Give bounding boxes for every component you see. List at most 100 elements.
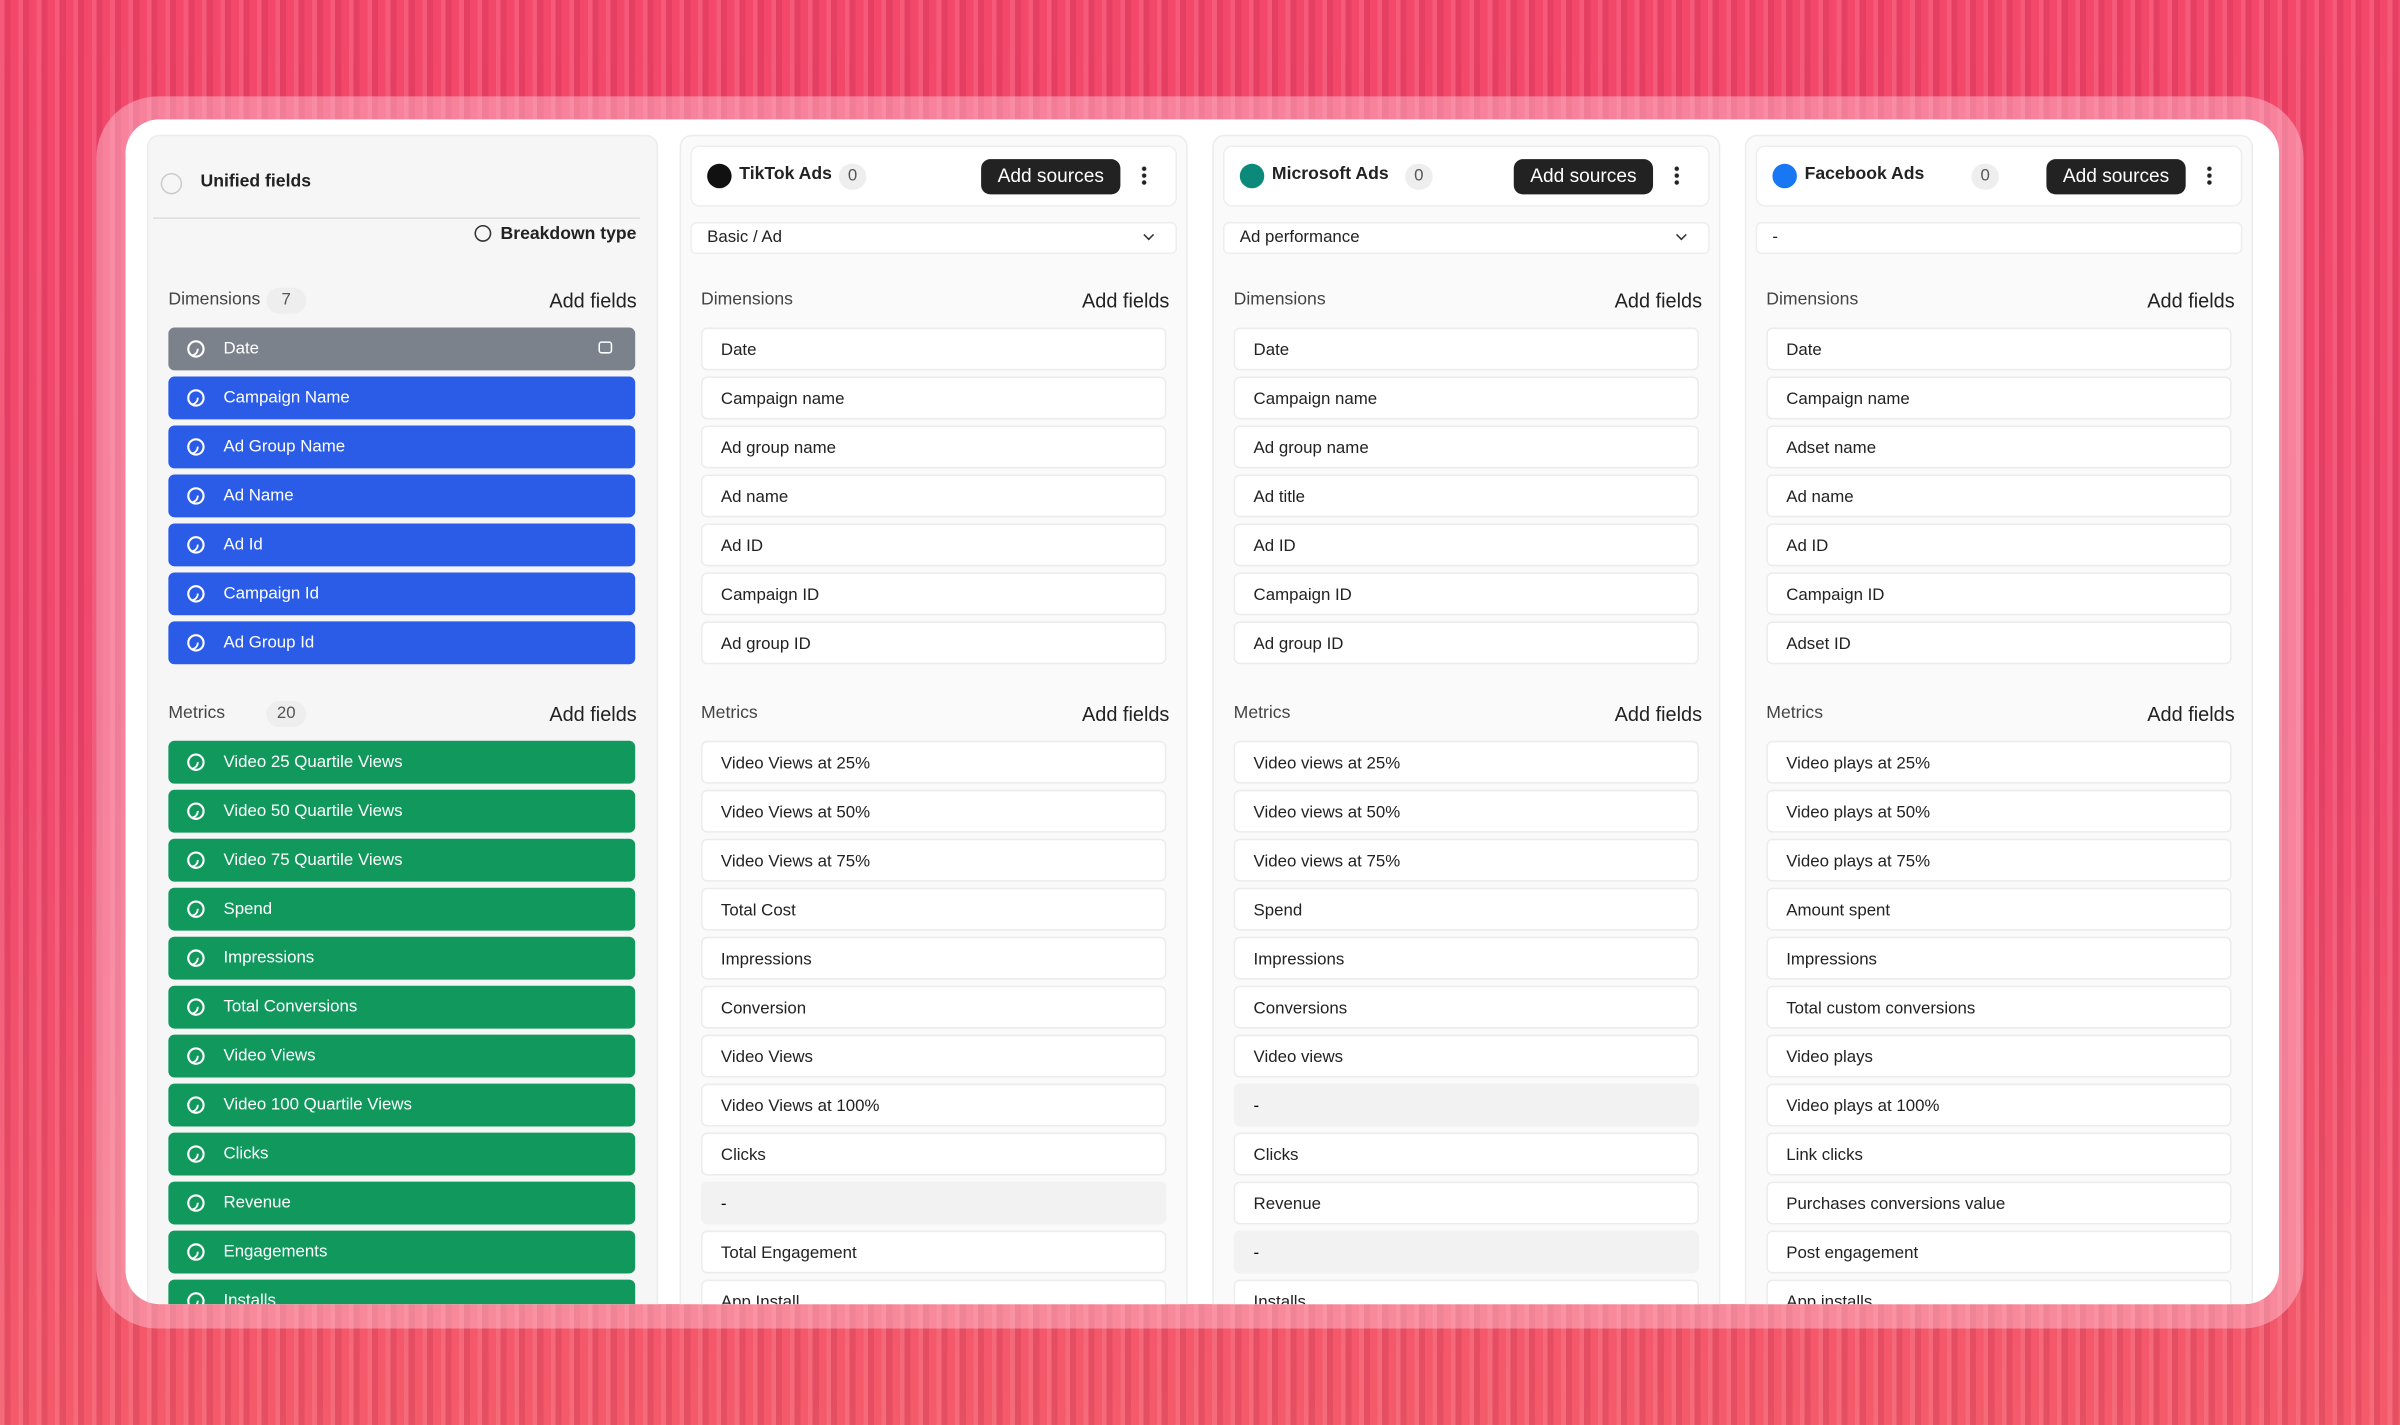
field-item[interactable]: Ad Name — [168, 474, 636, 518]
field-item[interactable]: - — [1233, 1083, 1699, 1127]
add-sources[interactable]: Add sources — [1513, 159, 1654, 195]
field-item[interactable]: Conversions — [1233, 985, 1699, 1029]
add-fields[interactable]: Add fields — [2147, 289, 2235, 313]
field-item[interactable]: Campaign ID — [701, 572, 1167, 616]
field-item[interactable]: Amount spent — [1766, 887, 2232, 931]
field-item[interactable]: Ad ID — [701, 523, 1167, 567]
field-item[interactable]: Adset name — [1766, 425, 2232, 469]
field-item[interactable]: Date — [1233, 327, 1699, 371]
field-item[interactable]: Video 25 Quartile Views — [168, 740, 636, 784]
field-item[interactable]: Video 50 Quartile Views — [168, 789, 636, 833]
field-item[interactable]: Total Conversions — [168, 985, 636, 1029]
field-item[interactable]: Video plays — [1766, 1034, 2232, 1078]
section-label: Metrics — [1766, 704, 1824, 723]
field-item[interactable]: Revenue — [1233, 1181, 1699, 1225]
field-item[interactable]: Purchases conversions value — [1766, 1181, 2232, 1225]
add-sources[interactable]: Add sources — [981, 159, 1121, 195]
field-item[interactable]: Ad ID — [1766, 523, 2232, 567]
field-item[interactable]: Campaign Name — [168, 376, 636, 420]
field-item[interactable]: Video Views — [701, 1034, 1167, 1078]
field-item[interactable]: - — [1233, 1230, 1699, 1274]
field-item[interactable]: Video Views at 75% — [701, 838, 1167, 882]
field-item[interactable]: Conversion — [701, 985, 1167, 1029]
field-item[interactable]: Video plays at 50% — [1766, 789, 2232, 833]
field-item[interactable]: Campaign name — [1233, 376, 1699, 420]
field-item[interactable]: Installs — [1233, 1279, 1699, 1305]
field-item[interactable]: Campaign name — [1766, 376, 2232, 420]
field-item[interactable]: - — [701, 1181, 1167, 1225]
field-item[interactable]: Campaign ID — [1766, 572, 2232, 616]
field-item[interactable]: Date — [168, 327, 636, 371]
field-item[interactable]: Total Engagement — [701, 1230, 1167, 1274]
field-item[interactable]: Video Views — [168, 1034, 636, 1078]
breakdown-type[interactable]: Breakdown type — [500, 224, 637, 244]
kebab-menu[interactable] — [1674, 165, 1680, 186]
field-item[interactable]: Video views — [1233, 1034, 1699, 1078]
add-fields[interactable]: Add fields — [549, 289, 637, 313]
field-item[interactable]: Revenue — [168, 1181, 636, 1225]
add-fields[interactable]: Add fields — [1614, 289, 1703, 313]
source-name: TikTok Ads — [739, 165, 832, 184]
selector[interactable] — [1755, 221, 2243, 255]
field-item[interactable]: Spend — [1233, 887, 1699, 931]
kebab-menu[interactable] — [2207, 165, 2212, 186]
field-item[interactable]: Impressions — [1233, 936, 1699, 980]
field-item[interactable]: App Install — [701, 1279, 1167, 1305]
field-item[interactable]: Impressions — [168, 936, 636, 980]
field-item[interactable]: Date — [1766, 327, 2232, 371]
field-item[interactable]: Post engagement — [1766, 1230, 2232, 1274]
field-item[interactable]: Ad ID — [1233, 523, 1699, 567]
add-fields[interactable]: Add fields — [549, 702, 637, 726]
field-item[interactable]: Spend — [168, 887, 636, 931]
field-item[interactable]: Campaign name — [701, 376, 1167, 420]
section-label: Dimensions — [1766, 290, 1859, 310]
field-item[interactable]: Ad group ID — [701, 621, 1167, 665]
field-item[interactable]: Impressions — [1766, 936, 2232, 980]
field-item[interactable]: Clicks — [168, 1132, 636, 1176]
field-item[interactable]: Video views at 75% — [1233, 838, 1699, 882]
field-item[interactable]: Video plays at 75% — [1766, 838, 2232, 882]
add-sources[interactable]: Add sources — [2046, 159, 2186, 195]
field-item[interactable]: Adset ID — [1766, 621, 2232, 665]
field-item[interactable]: Ad name — [1766, 474, 2232, 518]
field-item[interactable]: Ad Group Id — [168, 621, 636, 665]
card: Unified fields Breakdown type Dimensions 7 A… — [125, 119, 2280, 1305]
selector[interactable] — [1222, 221, 1710, 255]
field-item[interactable]: Ad Group Name — [168, 425, 636, 469]
field-item[interactable]: Video Views at 100% — [701, 1083, 1167, 1127]
field-item[interactable]: Video 100 Quartile Views — [168, 1083, 636, 1127]
kebab-menu[interactable] — [1141, 165, 1147, 186]
field-item[interactable]: Campaign ID — [1233, 572, 1699, 616]
field-item[interactable]: Clicks — [1233, 1132, 1699, 1176]
add-fields[interactable]: Add fields — [1081, 289, 1170, 313]
field-item[interactable]: Link clicks — [1766, 1132, 2232, 1176]
field-item[interactable]: Total Cost — [701, 887, 1167, 931]
field-item[interactable]: Video plays at 100% — [1766, 1083, 2232, 1127]
field-item[interactable]: Video plays at 25% — [1766, 740, 2232, 784]
source-logo — [1772, 163, 1797, 189]
add-fields[interactable]: Add fields — [1614, 702, 1703, 726]
field-item[interactable]: Video views at 25% — [1233, 740, 1699, 784]
field-item[interactable]: Date — [701, 327, 1167, 371]
field-item[interactable]: Total custom conversions — [1766, 985, 2232, 1029]
field-item[interactable]: Campaign Id — [168, 572, 636, 616]
field-item[interactable]: Video Views at 50% — [701, 789, 1167, 833]
field-item[interactable]: Ad title — [1233, 474, 1699, 518]
field-item[interactable]: Ad group ID — [1233, 621, 1699, 665]
field-item[interactable]: Impressions — [701, 936, 1167, 980]
field-icon — [185, 634, 205, 652]
field-item[interactable]: Ad Id — [168, 523, 636, 567]
field-item[interactable]: Ad name — [701, 474, 1167, 518]
field-item[interactable]: Video views at 50% — [1233, 789, 1699, 833]
field-item[interactable]: Clicks — [701, 1132, 1167, 1176]
field-item[interactable]: App installs — [1766, 1279, 2232, 1305]
add-fields[interactable]: Add fields — [2147, 702, 2235, 726]
field-item[interactable]: Ad group name — [701, 425, 1167, 469]
add-fields[interactable]: Add fields — [1081, 702, 1170, 726]
field-item[interactable]: Installs — [168, 1279, 636, 1305]
field-item[interactable]: Ad group name — [1233, 425, 1699, 469]
field-item[interactable]: Engagements — [168, 1230, 636, 1274]
selector[interactable] — [690, 221, 1178, 255]
field-item[interactable]: Video Views at 25% — [701, 740, 1167, 784]
field-item[interactable]: Video 75 Quartile Views — [168, 838, 636, 882]
